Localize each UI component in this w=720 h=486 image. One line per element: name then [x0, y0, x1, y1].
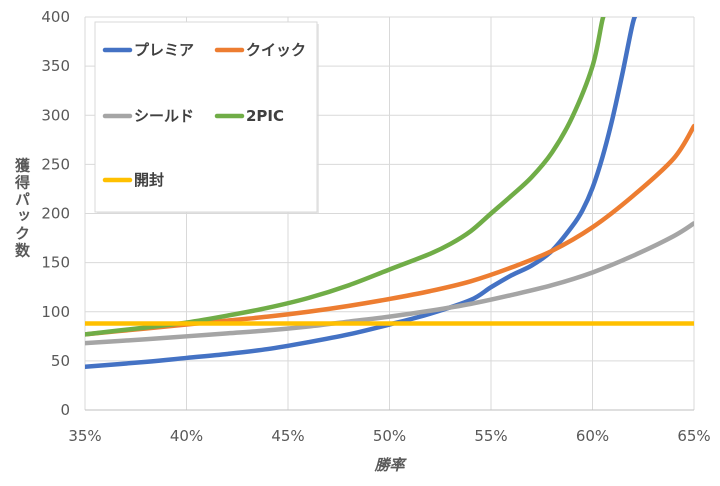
legend-label-4: 2PIC [246, 107, 284, 125]
x-tick-label: 60% [576, 427, 609, 445]
series-line-4 [85, 17, 606, 337]
x-tick-label: 45% [271, 427, 304, 445]
y-tick-label: 150 [41, 254, 70, 272]
series-layer [85, 17, 694, 370]
y-tick-label: 250 [41, 155, 70, 173]
axis-layer: 0 50 100 150 200 250 300 350 400 35% 40% 45% 50% 55% 6… [41, 8, 710, 445]
y-tick-label: 50 [51, 352, 70, 370]
x-tick-label: 55% [474, 427, 507, 445]
y-tick-label: 200 [41, 205, 70, 223]
y-tick-label: 100 [41, 303, 70, 321]
x-tick-label: 35% [68, 427, 101, 445]
x-tick-label: 65% [677, 427, 710, 445]
y-axis-title: 獲得パック数 [13, 157, 31, 260]
y-tick-label: 300 [41, 106, 70, 124]
x-tick-label: 50% [373, 427, 406, 445]
x-tick-label: 40% [170, 427, 203, 445]
series-line-1 [85, 17, 638, 370]
legend-label-5: 開封 [134, 171, 164, 189]
y-tick-label: 0 [60, 401, 70, 419]
legend-label-1: プレミア [134, 41, 194, 59]
legend-label-3: シールド [134, 107, 194, 125]
y-tick-label: 350 [41, 57, 70, 75]
legend-label-2: クイック [246, 41, 306, 59]
y-tick-label: 400 [41, 8, 70, 26]
axis-titles: 勝率 獲得パック数 [13, 157, 407, 474]
x-axis-title: 勝率 [373, 456, 407, 474]
series-line-3 [85, 221, 694, 346]
